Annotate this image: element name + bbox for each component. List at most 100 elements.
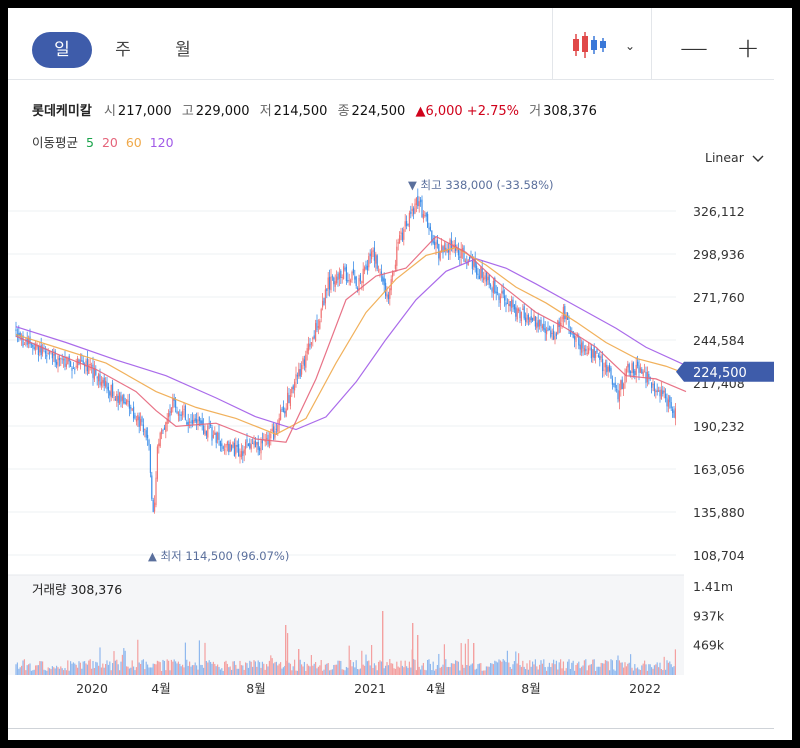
candle-body [74,368,76,370]
volume-bar [158,661,160,675]
candle-body [560,322,562,326]
candle-body [438,244,440,259]
candle-body [154,502,156,512]
tab-day[interactable]: 일 [32,32,92,68]
volume-bar [427,660,429,675]
candle-body [281,408,283,410]
volume-bar [593,659,595,675]
volume-bar [399,667,401,675]
volume-bar [16,662,18,675]
volume-bar [56,665,58,675]
candle-body [49,352,51,354]
candle-body [603,369,605,371]
candle-body [509,301,511,307]
volume-bar [348,645,350,675]
candle-body [93,368,95,380]
chart-type-selector[interactable]: ⌄ [552,8,652,80]
volume-bar [604,660,606,675]
volume-bar [282,667,284,675]
candle-body [219,440,221,447]
candle-body [152,499,154,512]
volume-bar [410,667,412,675]
volume-bar [180,666,182,675]
candle-body [666,397,668,407]
volume-bar [428,659,430,675]
volume-bar [211,663,213,675]
zoom-in-button[interactable]: + [736,31,760,64]
volume-tick-label: 469k [693,638,725,653]
volume-bar [618,660,620,675]
candle-body [245,441,247,450]
volume-bar [568,659,570,675]
volume-bar [557,669,559,675]
price-chart[interactable]: 거래량 308,376 326,112 298,936 271,760 244,584… [8,8,792,740]
candle-body [205,431,207,436]
volume-bar [254,661,256,675]
volume-bar [588,665,590,675]
volume-bar [78,661,80,675]
volume-bar [239,660,241,675]
scale-selector[interactable]: Linear [705,150,764,165]
volume-bar [596,666,598,675]
scale-label: Linear [705,150,744,165]
volume-bar [218,666,220,675]
volume-bar [362,664,364,675]
volume-bar [366,661,368,675]
low-annotation: ▲ 최저 114,500 (96.07%) [148,549,289,563]
volume-bar [415,670,417,675]
candle-body [372,249,374,253]
candle-body [484,275,486,280]
volume-bar [197,669,199,675]
volume-bar [222,670,224,675]
volume-bar [140,663,142,675]
candle-body [201,420,203,426]
volume-tick-label: 937k [693,608,725,623]
volume-bar [656,662,658,675]
volume-bar [347,667,349,675]
candle-body [112,383,114,397]
candle-body [305,354,307,368]
candle-body [252,443,254,445]
candle-body [15,329,17,331]
volume-bar [79,662,81,675]
candle-body [40,345,42,355]
candle-body [264,439,266,442]
volume-bar [519,665,521,675]
volume-bar [469,665,471,675]
tab-month[interactable]: 월 [175,40,191,60]
volume-bar [462,664,464,675]
volume-bar [183,667,185,675]
candle-body [246,439,248,443]
candle-body [491,288,493,292]
volume-bar [119,670,121,675]
candle-body [607,366,609,372]
candle-body [242,451,244,456]
volume-bar [105,663,107,675]
volume-bar [546,670,548,675]
candle-body [375,254,377,264]
volume-bar [182,664,184,675]
candle-body [313,335,315,339]
candle-body [406,220,408,226]
tab-week[interactable]: 주 [115,40,131,60]
volume-bar [47,667,49,675]
candle-body [659,389,661,397]
candle-body [457,249,459,256]
volume-bar [210,661,212,675]
volume-bar [666,660,668,675]
volume-bar [112,663,114,675]
volume-bar [670,664,672,675]
volume-bar [483,670,485,675]
candle-body [159,432,161,447]
candle-body [308,343,310,351]
zoom-out-button[interactable]: — [680,31,708,64]
volume-bar [103,667,105,675]
candle-body [502,290,504,295]
candle-body [113,397,115,398]
candle-body [646,372,648,383]
volume-bar [196,665,198,675]
candle-body [396,246,398,266]
candle-body [641,369,643,374]
candle-body [259,447,261,451]
volume-bar [408,661,410,675]
